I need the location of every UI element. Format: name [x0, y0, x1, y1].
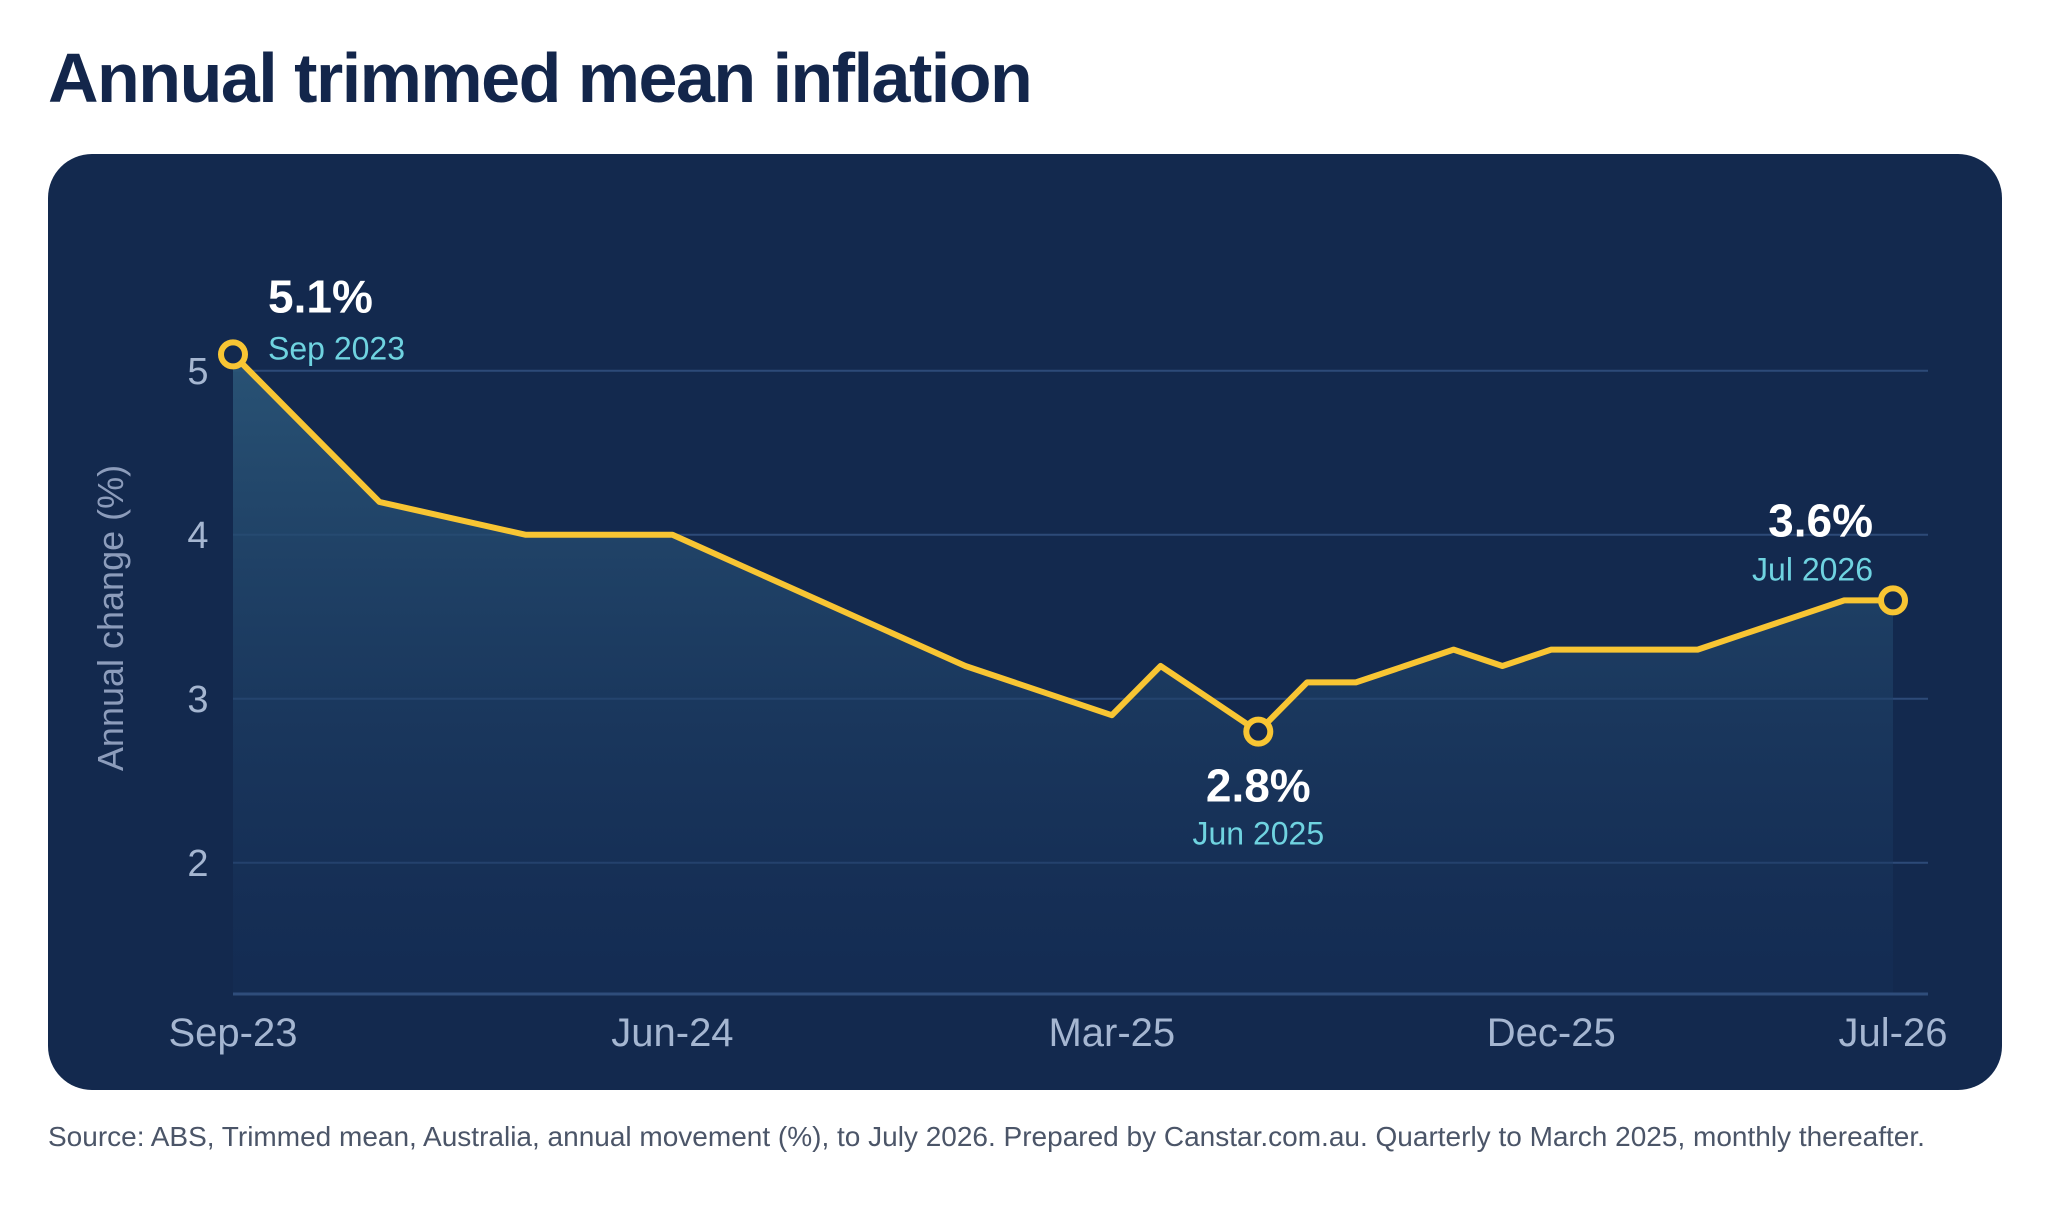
- y-tick-label: 3: [187, 679, 208, 721]
- annotation-marker: [1878, 585, 1908, 616]
- annotation-date: Jun 2025: [1192, 816, 1324, 852]
- y-tick-label: 5: [187, 351, 208, 393]
- line-chart: 2 3 4 5 Sep-23 Jun-24 Mar-25 Dec-25 Jul-26 5.1%…: [90, 270, 1948, 1055]
- page-title: Annual trimmed mean inflation: [48, 39, 1033, 117]
- chart-panel: 2 3 4 5 Sep-23 Jun-24 Mar-25 Dec-25 Jul-26 5.1%…: [48, 154, 2002, 1090]
- x-tick-label: Mar-25: [1048, 1011, 1175, 1055]
- x-tick-label: Jun-24: [611, 1011, 733, 1055]
- annotation-marker: [218, 339, 248, 370]
- annotation-date: Sep 2023: [268, 330, 405, 366]
- x-tick-label: Jul-26: [1839, 1011, 1948, 1055]
- annotation-date: Jul 2026: [1752, 551, 1873, 587]
- annotation-value: 3.6%: [1768, 494, 1873, 546]
- annotation-marker: [1243, 716, 1274, 747]
- annotation-value: 5.1%: [268, 270, 373, 322]
- y-tick-label: 2: [187, 843, 208, 885]
- series-line: [230, 351, 1896, 735]
- annotation-value: 2.8%: [1206, 760, 1311, 812]
- source-note: Source: ABS, Trimmed mean, Australia, an…: [48, 1121, 1925, 1152]
- x-tick-label: Sep-23: [169, 1011, 298, 1055]
- x-tick-label: Dec-25: [1487, 1011, 1616, 1055]
- area-fill: [233, 354, 1893, 994]
- y-tick-label: 4: [187, 515, 208, 557]
- y-axis-label: Annual change (%): [90, 465, 131, 771]
